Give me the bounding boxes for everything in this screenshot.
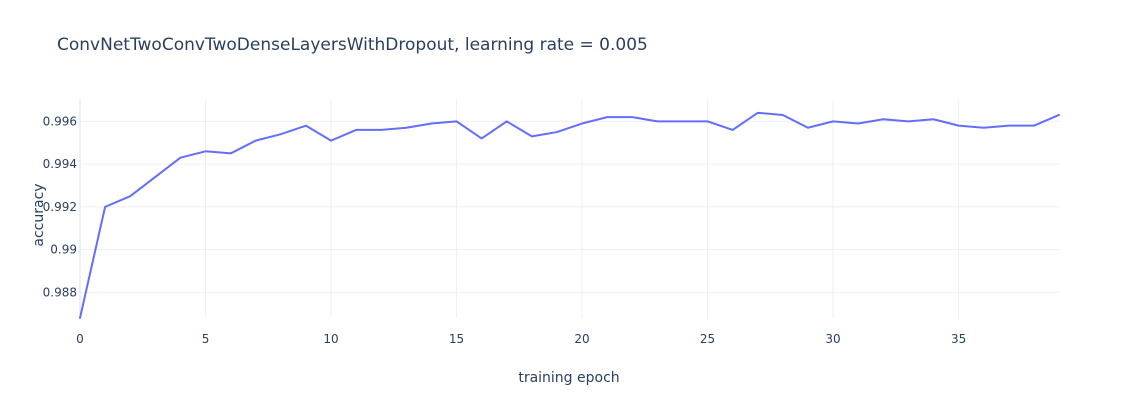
y-tick-label-4: 0.996 — [43, 114, 77, 128]
y-tick-label-2: 0.992 — [43, 200, 77, 214]
x-tick-label-25: 25 — [700, 332, 715, 346]
x-tick-label-5: 5 — [202, 332, 210, 346]
series-layer — [79, 111, 1060, 319]
x-axis-label: training epoch — [518, 370, 619, 386]
tick-layer: 0 5 10 15 20 25 30 35 0.988 0.99 0.992 0.994 0.996 — [43, 114, 967, 346]
y-axis-label: accuracy — [31, 183, 47, 246]
y-tick-label-3: 0.994 — [43, 157, 77, 171]
x-tick-label-20: 20 — [574, 332, 589, 346]
x-tick-label-10: 10 — [323, 332, 338, 346]
y-tick-label-1: 0.99 — [50, 243, 77, 257]
series-line-0 — [79, 111, 1060, 319]
x-tick-label-15: 15 — [449, 332, 464, 346]
y-tick-label-0: 0.988 — [43, 285, 77, 299]
x-tick-label-35: 35 — [951, 332, 966, 346]
x-tick-label-0: 0 — [76, 332, 84, 346]
x-tick-label-30: 30 — [825, 332, 840, 346]
chart-title: ConvNetTwoConvTwoDenseLayersWithDropout,… — [57, 35, 648, 55]
grid-layer — [79, 100, 1059, 318]
